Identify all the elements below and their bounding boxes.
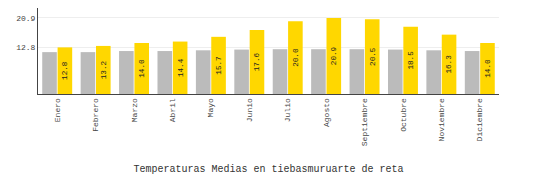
- svg-text:15.7: 15.7: [215, 56, 223, 74]
- svg-text:Octubre: Octubre: [399, 98, 408, 132]
- svg-text:20.9: 20.9: [16, 14, 35, 23]
- svg-text:20.5: 20.5: [369, 47, 377, 66]
- svg-text:12.8: 12.8: [61, 61, 69, 80]
- svg-text:Mayo: Mayo: [206, 98, 215, 117]
- svg-text:Septiembre: Septiembre: [360, 98, 369, 146]
- svg-text:16.3: 16.3: [445, 55, 453, 74]
- svg-text:17.6: 17.6: [253, 52, 261, 71]
- svg-text:14.0: 14.0: [484, 59, 492, 78]
- svg-text:13.2: 13.2: [100, 60, 108, 79]
- svg-text:Diciembre: Diciembre: [475, 98, 484, 141]
- svg-text:Abril: Abril: [168, 98, 177, 122]
- svg-text:Agosto: Agosto: [322, 98, 331, 127]
- svg-text:14.4: 14.4: [177, 58, 185, 77]
- svg-text:Temperaturas Medias en tiebasm: Temperaturas Medias en tiebasmuruarte de…: [133, 164, 403, 174]
- svg-text:Marzo: Marzo: [130, 98, 139, 122]
- svg-text:20.0: 20.0: [292, 48, 300, 67]
- svg-text:14.0: 14.0: [138, 59, 146, 78]
- svg-text:Febrero: Febrero: [91, 98, 100, 132]
- svg-text:Noviembre: Noviembre: [437, 98, 446, 141]
- svg-text:Enero: Enero: [53, 98, 62, 122]
- svg-text:Junio: Junio: [245, 98, 254, 122]
- svg-text:12.8: 12.8: [16, 43, 35, 52]
- svg-text:18.5: 18.5: [407, 51, 415, 70]
- svg-text:Julio: Julio: [283, 98, 292, 122]
- svg-text:20.9: 20.9: [330, 46, 338, 65]
